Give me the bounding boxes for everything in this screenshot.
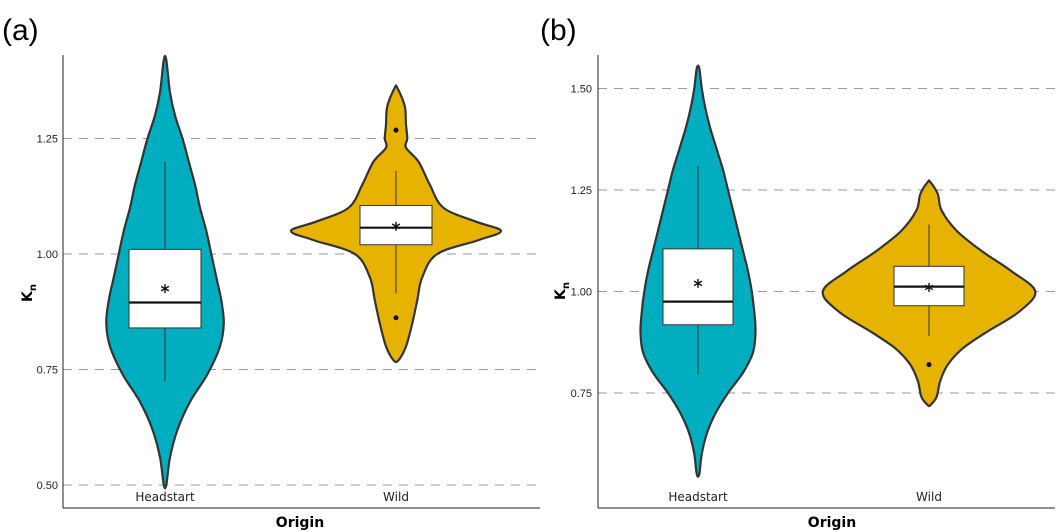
panel-a-boxplots [128, 127, 433, 382]
mean-marker-wild [924, 282, 934, 292]
y-tick-label-0.75: 0.75 [571, 388, 592, 400]
y-tick-label-1.00: 1.00 [571, 287, 592, 299]
panel-a-y-axis-title-main: K [20, 290, 36, 302]
panel-b-y-axis-title-subscript: n [561, 282, 572, 289]
panel-b-x-axis-title: Origin [808, 515, 856, 531]
y-tick-label-0.50: 0.50 [37, 480, 58, 492]
outlier-point-wild-0 [393, 315, 399, 321]
y-tick-label-0.75: 0.75 [37, 365, 58, 377]
panel-a-label: (a) [2, 14, 39, 47]
panel-a-category-headstart: Headstart [135, 490, 195, 504]
mean-marker-stroke [391, 223, 401, 230]
panel-a-category-wild: Wild [383, 490, 409, 504]
mean-marker-headstart [693, 278, 703, 288]
mean-marker-wild [391, 221, 401, 231]
panel-b-y-axis-title-main: K [553, 288, 569, 300]
panel-a-y-axis-title-subscript: n [28, 284, 39, 291]
y-tick-label-1.25: 1.25 [571, 185, 592, 197]
y-tick-label-1.25: 1.25 [37, 134, 58, 146]
svg-text:Kn: Kn [20, 284, 39, 302]
mean-marker-stroke [693, 280, 703, 287]
svg-text:Kn: Kn [553, 282, 572, 300]
panel-b-boxplots [662, 166, 965, 375]
mean-marker-stroke [160, 285, 170, 292]
outlier-point-wild-0 [926, 362, 932, 368]
outlier-point-wild-1 [393, 127, 399, 133]
panel-b-y-tick-labels: 0.75 1.00 1.25 1.50 [571, 84, 592, 401]
panel-b-category-wild: Wild [916, 490, 942, 504]
y-tick-label-1.50: 1.50 [571, 84, 592, 96]
mean-marker-stroke [924, 284, 934, 291]
panel-b-category-headstart: Headstart [668, 490, 728, 504]
panel-a-x-axis-title: Origin [276, 515, 324, 531]
panel-a-violin-plot: (a) 0.50 0.75 1.00 1.25 Headstart Wild Orig… [2, 14, 540, 531]
y-tick-label-1.00: 1.00 [37, 249, 58, 261]
panel-a-y-tick-labels: 0.50 0.75 1.00 1.25 [37, 134, 58, 493]
panel-b-violin-plot: (b) 0.75 1.00 1.25 1.50 Headstart Wild Orig… [540, 14, 1055, 531]
mean-marker-headstart [160, 284, 170, 294]
panel-b-label: (b) [540, 14, 577, 47]
panel-b-y-axis-title: Kn [553, 282, 572, 300]
panel-a-y-axis-title: Kn [20, 284, 39, 302]
